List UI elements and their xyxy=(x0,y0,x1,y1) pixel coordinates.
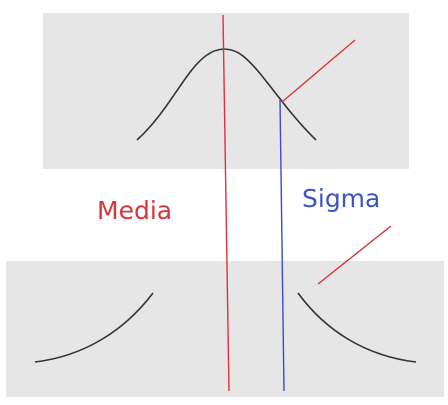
bottom-panel xyxy=(6,261,444,397)
right-tail-curve xyxy=(297,292,417,363)
mean-label: Media xyxy=(97,196,172,225)
mean-line xyxy=(222,14,230,392)
bell-curve xyxy=(136,48,317,141)
sigma-pointer-bottom xyxy=(317,225,392,285)
top-panel xyxy=(43,13,409,169)
sigma-pointer-top xyxy=(281,39,356,103)
sigma-line xyxy=(279,99,285,392)
sigma-label: Sigma xyxy=(302,184,380,213)
left-tail-curve xyxy=(34,292,154,363)
